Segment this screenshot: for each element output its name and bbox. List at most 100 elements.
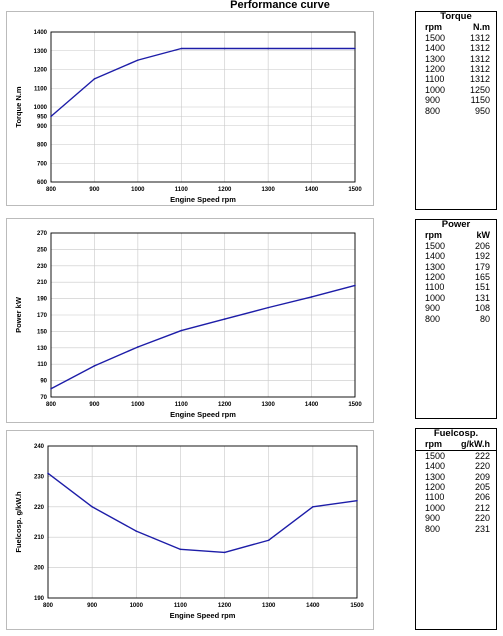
table-cell: 231 [474, 523, 490, 534]
table-cell: 1500 [425, 240, 446, 251]
table-cell: 1400 [425, 43, 446, 54]
y-axis-label: Fuelcosp. g/kW.h [14, 491, 23, 553]
power-table: Power rpm kW 1500 206 1400 192 1300 179 1200 165 11… [415, 219, 497, 419]
table-cell: 1250 [469, 84, 490, 95]
data-point [312, 506, 314, 508]
plot-area [50, 31, 356, 183]
table-row: 1400 220 [416, 461, 496, 471]
table-cell: 165 [474, 272, 490, 283]
x-tick-label: 900 [87, 603, 98, 609]
y-tick-label: 200 [34, 566, 45, 572]
torque-chart: 800 900 1000 1100 1200 1300 1400 1500 600 700 800 9… [14, 30, 362, 204]
data-point [267, 539, 270, 542]
table-cell: 206 [474, 492, 490, 503]
table-row: 1300 179 [416, 262, 496, 272]
table-cell: 1500 [425, 450, 446, 461]
data-point [180, 329, 183, 332]
table-cell: 1312 [469, 32, 490, 43]
table-cell: 1300 [425, 53, 446, 64]
table-cell: 1400 [425, 251, 446, 262]
table-cell: 1400 [425, 461, 446, 472]
table-title: Torque [440, 11, 472, 22]
table-cell: 1312 [469, 53, 490, 64]
table-row: 1000 212 [416, 503, 496, 513]
data-point [50, 115, 52, 118]
y-tick-label: 150 [37, 329, 48, 335]
table-cell: 1100 [425, 282, 445, 293]
y-tick-label: 70 [40, 395, 47, 401]
y-tick-label: 210 [34, 535, 45, 541]
table-header-cell: rpm [425, 22, 443, 33]
table-row: 800 950 [416, 106, 496, 116]
data-point [267, 306, 269, 309]
y-tick-label: 210 [37, 280, 48, 286]
table-cell: 1000 [425, 502, 446, 513]
table-cell: 1312 [469, 43, 490, 54]
x-tick-label: 1100 [175, 402, 189, 408]
table-cell: 1200 [425, 64, 446, 75]
y-tick-label: 170 [37, 313, 48, 319]
table-row: 1400 192 [416, 251, 496, 261]
table-header-row: rpm g/kW.h [416, 439, 496, 451]
x-tick-label: 1300 [262, 603, 276, 609]
x-axis-label: Engine Speed rpm [170, 611, 236, 620]
x-tick-label: 1400 [305, 187, 319, 193]
table-row: 1500 206 [416, 241, 496, 251]
table-header-cell: rpm [425, 439, 443, 450]
x-tick-label: 1000 [131, 402, 145, 408]
series-line [47, 472, 358, 554]
table-cell: 1300 [425, 261, 446, 272]
data-point [180, 47, 183, 50]
data-point [223, 318, 226, 320]
table-cell: 222 [474, 450, 490, 461]
data-point [354, 47, 356, 50]
table-cell: 220 [474, 513, 490, 524]
x-tick-label: 800 [46, 402, 57, 408]
table-cell: 1100 [425, 74, 445, 85]
y-tick-label: 1200 [34, 68, 48, 74]
table-row: 1500 222 [416, 451, 496, 461]
data-point [354, 284, 356, 287]
data-point [223, 47, 226, 50]
table-row: 1200 165 [416, 272, 496, 282]
x-tick-label: 1200 [218, 603, 232, 609]
y-tick-label: 130 [37, 346, 48, 352]
x-tick-label: 1100 [174, 603, 188, 609]
y-tick-label: 1300 [34, 49, 48, 55]
table-row: 1000 131 [416, 293, 496, 303]
table-cell: 205 [474, 482, 490, 493]
plot-area [47, 445, 358, 599]
torque-chart-panel: 800 900 1000 1100 1200 1300 1400 1500 600 700 800 9… [6, 11, 374, 206]
table-cell: 80 [479, 313, 490, 324]
y-tick-label: 270 [37, 231, 48, 237]
x-tick-label: 1200 [218, 402, 232, 408]
data-point [135, 530, 138, 532]
y-tick-label: 220 [34, 505, 45, 511]
y-tick-label: 900 [37, 124, 48, 130]
x-tick-label: 1300 [261, 402, 275, 408]
data-point [223, 551, 226, 554]
table-row: 1300 1312 [416, 54, 496, 64]
y-tick-label: 700 [37, 161, 48, 167]
fuel-chart-panel: 800 900 1000 1100 1200 1300 1400 1500 190 200 210 2… [6, 430, 374, 630]
data-point [50, 388, 52, 390]
y-tick-label: 90 [40, 379, 47, 385]
table-cell: 151 [474, 282, 490, 293]
table-cell: 800 [425, 105, 441, 116]
data-point [137, 346, 139, 348]
data-point [91, 506, 93, 508]
table-cell: 1312 [469, 64, 490, 75]
y-tick-label: 230 [37, 264, 48, 270]
data-point [137, 59, 139, 61]
table-header-cell: N.m [472, 22, 490, 33]
table-header-row: rpm kW [416, 230, 496, 240]
table-row: 1500 1312 [416, 33, 496, 43]
x-tick-label: 1300 [261, 187, 275, 193]
table-cell: 209 [474, 471, 490, 482]
table-cell: 192 [474, 251, 490, 262]
y-tick-label: 600 [37, 180, 48, 186]
table-row: 1100 206 [416, 492, 496, 502]
y-tick-label: 1400 [34, 30, 48, 36]
data-point [93, 78, 96, 80]
table-header-cell: rpm [425, 230, 443, 241]
